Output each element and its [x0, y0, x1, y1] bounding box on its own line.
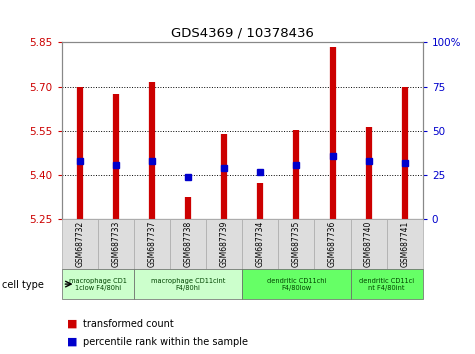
- Bar: [134, 269, 242, 299]
- Text: GSM687733: GSM687733: [112, 221, 120, 268]
- Bar: [170, 219, 206, 269]
- Bar: [351, 269, 423, 299]
- Text: macrophage CD1
1clow F4/80hi: macrophage CD1 1clow F4/80hi: [69, 278, 127, 291]
- Bar: [242, 219, 278, 269]
- Text: cell type: cell type: [2, 280, 44, 290]
- Bar: [206, 219, 242, 269]
- Text: ■: ■: [66, 319, 77, 329]
- Text: dendritic CD11chi
F4/80low: dendritic CD11chi F4/80low: [267, 278, 326, 291]
- Text: transformed count: transformed count: [83, 319, 174, 329]
- Text: GSM687740: GSM687740: [364, 221, 373, 268]
- Text: GSM687741: GSM687741: [400, 221, 409, 267]
- Text: GSM687739: GSM687739: [220, 221, 228, 268]
- Bar: [387, 219, 423, 269]
- Text: dendritic CD11ci
nt F4/80int: dendritic CD11ci nt F4/80int: [359, 278, 414, 291]
- Bar: [62, 219, 98, 269]
- Bar: [62, 269, 134, 299]
- Text: GSM687735: GSM687735: [292, 221, 301, 268]
- Text: GSM687732: GSM687732: [76, 221, 84, 267]
- Bar: [242, 269, 351, 299]
- Text: macrophage CD11cint
F4/80hi: macrophage CD11cint F4/80hi: [151, 278, 225, 291]
- Text: GSM687738: GSM687738: [184, 221, 192, 267]
- Title: GDS4369 / 10378436: GDS4369 / 10378436: [171, 27, 314, 40]
- Text: ■: ■: [66, 337, 77, 347]
- Bar: [98, 219, 134, 269]
- Text: GSM687736: GSM687736: [328, 221, 337, 268]
- Bar: [278, 219, 314, 269]
- Bar: [351, 219, 387, 269]
- Bar: [134, 219, 170, 269]
- Text: percentile rank within the sample: percentile rank within the sample: [83, 337, 248, 347]
- Bar: [314, 219, 351, 269]
- Text: GSM687734: GSM687734: [256, 221, 265, 268]
- Text: GSM687737: GSM687737: [148, 221, 156, 268]
